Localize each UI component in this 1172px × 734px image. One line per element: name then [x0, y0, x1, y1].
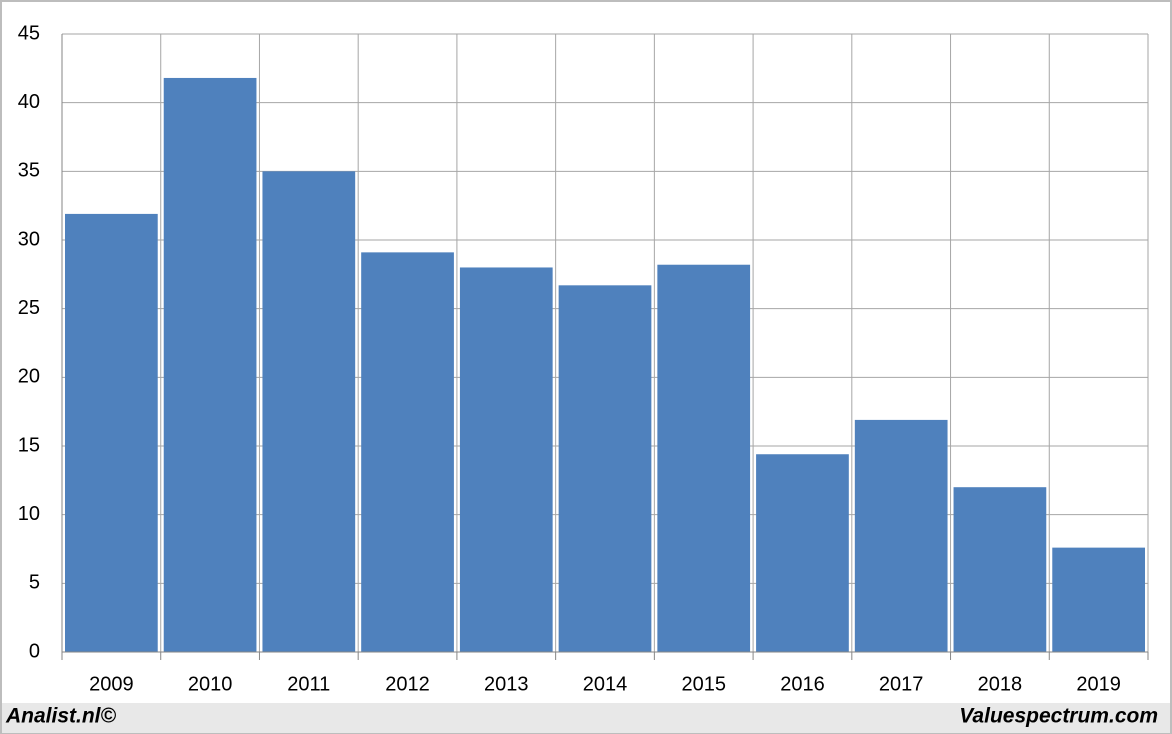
y-tick-label: 10: [18, 503, 40, 525]
bar: [657, 264, 751, 652]
footer-left: Analist.nl©: [5, 705, 117, 728]
bar: [953, 487, 1047, 652]
y-tick-label: 0: [29, 640, 40, 662]
footer-right: Valuespectrum.com: [959, 705, 1158, 728]
bar: [262, 171, 356, 653]
y-tick-label: 20: [18, 366, 40, 388]
bar: [558, 285, 652, 652]
x-tick-label: 2015: [681, 673, 726, 695]
bar: [1052, 547, 1145, 652]
x-tick-label: 2013: [484, 673, 529, 695]
x-tick-label: 2014: [583, 673, 628, 695]
bar: [756, 454, 849, 652]
bar: [361, 252, 454, 653]
bar: [854, 419, 948, 652]
footer-bar: [2, 703, 1170, 733]
y-tick-label: 45: [18, 22, 40, 44]
y-tick-label: 25: [18, 297, 40, 319]
y-tick-label: 5: [29, 572, 40, 594]
y-tick-label: 40: [18, 91, 40, 113]
x-tick-label: 2017: [879, 673, 924, 695]
x-tick-label: 2010: [188, 673, 233, 695]
x-tick-label: 2009: [89, 673, 134, 695]
x-tick-label: 2018: [978, 673, 1023, 695]
y-tick-label: 30: [18, 228, 40, 250]
x-tick-label: 2012: [385, 673, 430, 695]
y-tick-label: 35: [18, 160, 40, 182]
bar: [459, 267, 553, 652]
bar: [163, 77, 257, 653]
y-tick-label: 15: [18, 434, 40, 456]
bar: [65, 213, 158, 652]
x-tick-label: 2019: [1076, 673, 1121, 695]
x-tick-label: 2011: [287, 673, 330, 695]
x-tick-label: 2016: [780, 673, 825, 695]
